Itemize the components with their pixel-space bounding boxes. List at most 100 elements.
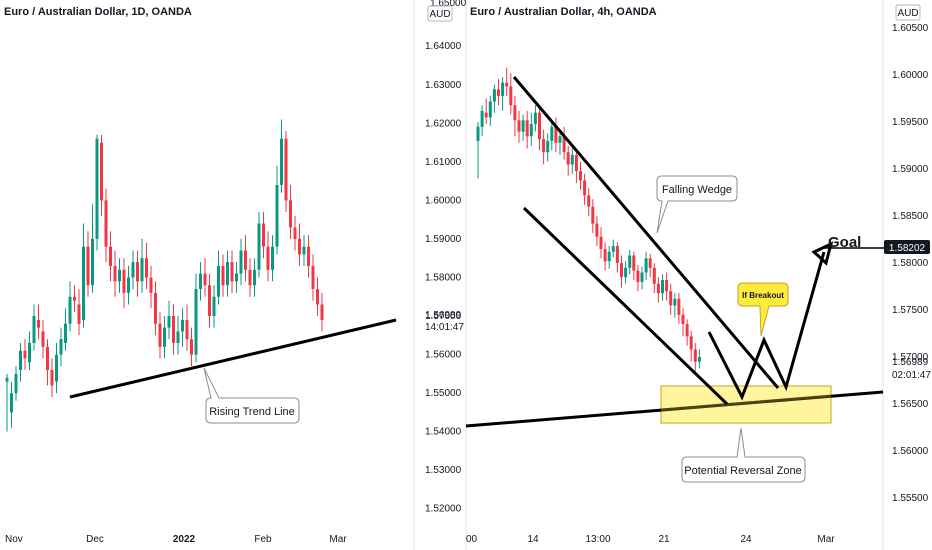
if-breakout-callout-shape: [737, 282, 789, 337]
projected-path-arrowhead: [811, 241, 834, 266]
candle-up: [550, 126, 554, 141]
candle-up: [640, 272, 644, 282]
candle-up: [127, 277, 130, 293]
candle-down: [208, 285, 211, 316]
candle-up: [271, 246, 274, 270]
candle-down: [316, 289, 319, 305]
time-tick-label: Nov: [5, 534, 23, 545]
candle-up: [10, 393, 13, 413]
price-tick-label: 1.57000: [892, 352, 929, 363]
candle-up: [226, 262, 229, 286]
candle-down: [113, 265, 117, 282]
rising-trend-callout[interactable]: Rising Trend Line: [203, 367, 300, 424]
right-time-axis[interactable]: 00 14 13:00 21 24 Mar: [466, 534, 835, 545]
candle-up: [199, 273, 202, 289]
candle-down: [517, 120, 521, 132]
candle-up: [217, 265, 220, 297]
candle-up: [64, 323, 67, 343]
candle-down: [149, 277, 153, 293]
rising-trend-callout-text: Rising Trend Line: [209, 406, 295, 418]
candle-down: [158, 323, 162, 347]
price-tick-label: 1.56000: [892, 446, 929, 457]
candle-up: [533, 112, 537, 124]
candle-down: [50, 370, 54, 386]
candle-up: [95, 138, 99, 239]
candle-up: [19, 350, 22, 370]
candle-down: [620, 263, 623, 278]
if-breakout-callout[interactable]: If Breakout: [737, 282, 789, 337]
candle-up: [661, 280, 664, 294]
candle-down: [681, 314, 685, 325]
candle-down: [656, 283, 660, 294]
candle-up: [521, 120, 525, 132]
price-tick-label: 1.63000: [425, 80, 462, 91]
candle-down: [86, 246, 90, 286]
candle-down: [172, 316, 175, 343]
time-tick-label: Dec: [86, 534, 104, 545]
candle-down: [109, 246, 112, 266]
candle-up: [529, 124, 533, 137]
rising-trend-line[interactable]: [69, 318, 397, 399]
right-currency-box[interactable]: [895, 4, 921, 21]
rising-trend-callout-shape: [203, 367, 300, 424]
price-tick-label: 1.59000: [425, 234, 462, 245]
candle-up: [607, 251, 611, 262]
candle-down: [293, 227, 297, 239]
candle-down: [669, 291, 673, 306]
candle-down: [665, 280, 669, 292]
time-tick-label: 14: [527, 534, 539, 545]
candle-up: [32, 316, 36, 343]
right-price-axis[interactable]: AUD 1.60500 1.60000 1.59500 1.59000 1.58500 1…: [884, 4, 931, 504]
left-price-axis[interactable]: 1.65000 AUD 1.64000 1.63000 1.62000 1.61000…: [425, 0, 467, 515]
candle-up: [235, 273, 238, 282]
price-tick-label: 1.57000: [425, 311, 462, 322]
projected-path[interactable]: [707, 251, 826, 401]
candle-up: [194, 289, 198, 355]
candle-down: [73, 296, 76, 301]
reversal-zone-callout-shape: [681, 427, 806, 483]
candle-down: [311, 265, 315, 289]
price-tick-label: 1.55500: [892, 493, 929, 504]
price-tick-label: 1.59500: [892, 117, 929, 128]
wedge-lower-line[interactable]: [522, 206, 729, 406]
time-tick-label: 21: [658, 534, 670, 545]
candle-up: [570, 155, 574, 165]
falling-wedge-callout-text: Falling Wedge: [662, 184, 732, 196]
candle-down: [484, 112, 488, 118]
reversal-zone-callout[interactable]: Potential Reversal Zone: [681, 427, 806, 483]
candle-down: [554, 126, 558, 143]
left-chart-pane[interactable]: Euro / Australian Dollar, 1D, OANDA 1.65…: [4, 0, 467, 545]
candle-up: [212, 296, 216, 317]
candle-down: [266, 246, 270, 270]
price-tick-label: 1.62000: [425, 118, 462, 129]
candle-up: [501, 82, 505, 96]
left-time-axis[interactable]: Nov Dec 2022 Feb Mar: [5, 534, 347, 545]
candle-up: [167, 316, 171, 328]
time-tick-label: Mar: [817, 534, 835, 545]
price-tick-label: 1.60500: [892, 23, 929, 34]
candle-up: [644, 258, 648, 273]
left-currency-box[interactable]: [427, 5, 453, 22]
candle-down: [689, 336, 693, 350]
right-chart-pane[interactable]: Euro / Australian Dollar, 4h, OANDA AUD …: [465, 4, 931, 545]
time-tick-label: 13:00: [585, 534, 610, 545]
candle-up: [59, 339, 63, 355]
candle-up: [257, 223, 261, 270]
candle-down: [104, 200, 108, 247]
price-tick-label: 1.57500: [892, 305, 929, 316]
right-chart-title: Euro / Australian Dollar, 4h, OANDA: [470, 6, 657, 18]
falling-wedge-callout[interactable]: Falling Wedge: [656, 175, 738, 234]
candle-down: [190, 339, 193, 355]
candle-up: [181, 319, 184, 332]
price-tick-label: 1.58500: [892, 211, 929, 222]
wedge-upper-line[interactable]: [512, 76, 780, 389]
candle-down: [587, 195, 591, 207]
candle-down: [230, 262, 234, 282]
falling-wedge-callout-shape: [656, 175, 738, 234]
right-last-price: 1.56989: [892, 357, 929, 368]
candle-down: [591, 206, 595, 224]
time-tick-label: 24: [740, 534, 752, 545]
left-last-price: 1.56989: [425, 310, 462, 321]
candle-down: [636, 270, 640, 282]
goal-price-tag: 1.58202: [889, 243, 926, 254]
